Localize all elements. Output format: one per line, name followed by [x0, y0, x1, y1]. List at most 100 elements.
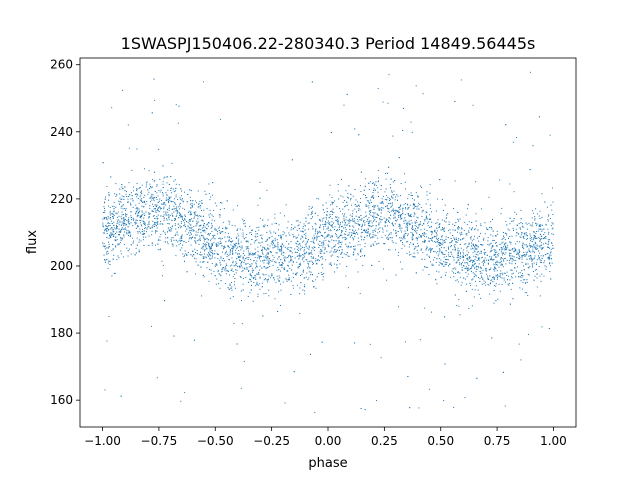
data-point — [175, 233, 177, 235]
data-point — [216, 233, 218, 235]
data-point — [501, 263, 503, 265]
data-point — [386, 205, 388, 207]
data-point — [137, 231, 139, 233]
data-point — [540, 228, 542, 230]
data-point — [203, 237, 205, 239]
data-point — [256, 257, 258, 259]
data-point — [208, 234, 210, 236]
data-point — [390, 202, 392, 204]
data-point — [168, 198, 170, 200]
data-point — [406, 228, 408, 230]
data-point — [180, 216, 182, 218]
data-point — [363, 216, 365, 218]
data-point — [330, 225, 332, 227]
data-point — [448, 256, 450, 258]
data-point — [484, 257, 486, 259]
data-point — [485, 273, 487, 275]
data-point — [398, 206, 400, 208]
data-point — [375, 235, 377, 237]
data-point — [373, 206, 375, 208]
data-point — [165, 192, 167, 194]
data-point — [358, 134, 360, 136]
data-point — [259, 234, 261, 236]
data-point — [439, 249, 441, 251]
data-point — [524, 244, 526, 246]
data-point — [543, 275, 545, 277]
data-point — [156, 192, 158, 194]
data-point — [107, 262, 109, 264]
data-point — [323, 212, 325, 214]
data-point — [473, 255, 475, 257]
data-point — [306, 247, 308, 249]
data-point — [466, 254, 468, 256]
data-point — [287, 265, 289, 267]
data-point — [319, 230, 321, 232]
data-point — [443, 399, 445, 401]
data-point — [543, 234, 545, 236]
data-point — [454, 244, 456, 246]
data-point — [266, 255, 268, 257]
data-point — [457, 228, 459, 230]
data-point — [154, 222, 156, 224]
data-point — [446, 214, 448, 216]
data-point — [467, 204, 469, 206]
data-point — [107, 247, 109, 249]
data-point — [130, 222, 132, 224]
data-point — [271, 241, 273, 243]
data-point — [209, 240, 211, 242]
data-point — [153, 197, 155, 199]
data-point — [489, 256, 491, 258]
data-point — [235, 263, 237, 265]
data-point — [538, 116, 540, 118]
data-point — [197, 203, 199, 205]
data-point — [248, 252, 250, 254]
data-point — [474, 273, 476, 275]
data-point — [221, 245, 223, 247]
data-point — [168, 183, 170, 185]
data-point — [188, 210, 190, 212]
data-point — [509, 262, 511, 264]
data-point — [280, 238, 282, 240]
data-point — [550, 254, 552, 256]
data-point — [439, 242, 441, 244]
data-point — [272, 240, 274, 242]
data-point — [525, 281, 527, 283]
data-point — [173, 198, 175, 200]
data-point — [469, 257, 471, 259]
data-point — [377, 169, 379, 171]
data-point — [329, 251, 331, 253]
data-point — [335, 216, 337, 218]
data-point — [288, 254, 290, 256]
data-point — [213, 270, 215, 272]
data-point — [434, 251, 436, 253]
data-point — [440, 276, 442, 278]
data-point — [400, 215, 402, 217]
data-point — [458, 250, 460, 252]
data-point — [120, 221, 122, 223]
data-point — [520, 218, 522, 220]
data-point — [212, 237, 214, 239]
data-point — [334, 244, 336, 246]
data-point — [259, 276, 261, 278]
data-point — [539, 246, 541, 248]
data-point — [199, 237, 201, 239]
data-point — [416, 229, 418, 231]
data-point — [291, 224, 293, 226]
data-point — [408, 251, 410, 253]
data-point — [109, 236, 111, 238]
data-point — [521, 256, 523, 258]
data-point — [541, 326, 543, 328]
data-point — [349, 218, 351, 220]
data-point — [457, 254, 459, 256]
data-point — [539, 275, 541, 277]
data-point — [125, 209, 127, 211]
data-point — [484, 253, 486, 255]
data-point — [365, 232, 367, 234]
data-point — [139, 196, 141, 198]
data-point — [492, 244, 494, 246]
data-point — [510, 269, 512, 271]
data-point — [477, 257, 479, 259]
data-point — [528, 245, 530, 247]
data-point — [474, 289, 476, 291]
data-point — [285, 257, 287, 259]
